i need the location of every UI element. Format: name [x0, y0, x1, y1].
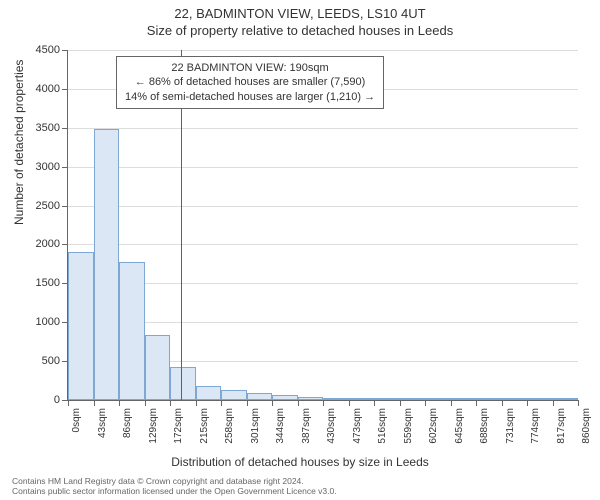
y-tick-label: 2000 — [10, 238, 60, 250]
x-tick — [476, 400, 477, 406]
annotation-box: 22 BADMINTON VIEW: 190sqm← 86% of detach… — [116, 56, 384, 109]
footer-line-2: Contains public sector information licen… — [12, 486, 337, 496]
x-tick-label: 602sqm — [428, 408, 439, 458]
x-tick — [94, 400, 95, 406]
x-tick-label: 86sqm — [122, 408, 133, 458]
histogram-bar — [196, 386, 222, 400]
x-tick-label: 645sqm — [454, 408, 465, 458]
x-tick-label: 774sqm — [530, 408, 541, 458]
x-tick-label: 688sqm — [479, 408, 490, 458]
histogram-bar — [94, 129, 120, 400]
histogram-bar — [68, 252, 94, 400]
x-tick-label: 860sqm — [581, 408, 592, 458]
y-tick-label: 4500 — [10, 44, 60, 56]
histogram-bar — [221, 390, 247, 400]
histogram-bar — [349, 398, 375, 400]
x-tick — [451, 400, 452, 406]
x-tick-label: 344sqm — [275, 408, 286, 458]
x-tick — [170, 400, 171, 406]
x-tick — [349, 400, 350, 406]
gridline-h — [68, 50, 578, 51]
main-title: 22, BADMINTON VIEW, LEEDS, LS10 4UT — [0, 0, 600, 21]
x-tick — [68, 400, 69, 406]
x-tick — [221, 400, 222, 406]
gridline-h — [68, 167, 578, 168]
x-tick-label: 731sqm — [505, 408, 516, 458]
x-tick-label: 430sqm — [326, 408, 337, 458]
x-tick — [374, 400, 375, 406]
y-tick-label: 0 — [10, 394, 60, 406]
x-tick — [196, 400, 197, 406]
histogram-bar — [553, 398, 579, 400]
gridline-h — [68, 283, 578, 284]
y-tick-label: 3500 — [10, 122, 60, 134]
histogram-bar — [527, 398, 553, 400]
x-tick — [578, 400, 579, 406]
histogram-bar — [476, 398, 502, 400]
gridline-h — [68, 128, 578, 129]
gridline-h — [68, 322, 578, 323]
x-tick — [425, 400, 426, 406]
x-tick — [247, 400, 248, 406]
histogram-bar — [170, 367, 196, 400]
y-tick-label: 500 — [10, 355, 60, 367]
x-tick-label: 473sqm — [352, 408, 363, 458]
annotation-line: ← 86% of detached houses are smaller (7,… — [125, 75, 375, 89]
histogram-bar — [323, 398, 349, 400]
histogram-bar — [451, 398, 477, 400]
y-tick-label: 3000 — [10, 161, 60, 173]
y-tick-label: 1500 — [10, 277, 60, 289]
histogram-bar — [272, 395, 298, 400]
x-tick — [553, 400, 554, 406]
histogram-bar — [425, 398, 451, 400]
x-tick — [298, 400, 299, 406]
histogram-bar — [119, 262, 145, 400]
y-tick-label: 1000 — [10, 316, 60, 328]
x-tick-label: 301sqm — [250, 408, 261, 458]
histogram-bar — [298, 397, 324, 400]
x-tick — [502, 400, 503, 406]
y-tick-label: 2500 — [10, 200, 60, 212]
histogram-bar — [400, 398, 426, 400]
x-tick-label: 129sqm — [148, 408, 159, 458]
histogram-bar — [145, 335, 171, 400]
x-tick — [323, 400, 324, 406]
x-tick — [145, 400, 146, 406]
x-tick — [400, 400, 401, 406]
x-tick-label: 0sqm — [71, 408, 82, 458]
annotation-line: 22 BADMINTON VIEW: 190sqm — [125, 61, 375, 75]
x-tick-label: 172sqm — [173, 408, 184, 458]
y-tick-label: 4000 — [10, 83, 60, 95]
gridline-h — [68, 244, 578, 245]
x-tick-label: 559sqm — [403, 408, 414, 458]
x-tick-label: 215sqm — [199, 408, 210, 458]
x-tick-label: 258sqm — [224, 408, 235, 458]
x-tick — [527, 400, 528, 406]
gridline-h — [68, 206, 578, 207]
histogram-bar — [247, 393, 273, 400]
chart-container: 22, BADMINTON VIEW, LEEDS, LS10 4UT Size… — [0, 0, 600, 500]
histogram-bar — [502, 398, 528, 400]
x-tick — [272, 400, 273, 406]
x-tick — [119, 400, 120, 406]
x-tick-label: 817sqm — [556, 408, 567, 458]
plot-area: 22 BADMINTON VIEW: 190sqm← 86% of detach… — [67, 50, 578, 401]
footer-attribution: Contains HM Land Registry data © Crown c… — [12, 476, 337, 496]
footer-line-1: Contains HM Land Registry data © Crown c… — [12, 476, 337, 486]
annotation-line: 14% of semi-detached houses are larger (… — [125, 90, 375, 104]
x-tick-label: 516sqm — [377, 408, 388, 458]
histogram-bar — [374, 398, 400, 400]
sub-title: Size of property relative to detached ho… — [0, 21, 600, 38]
x-tick-label: 387sqm — [301, 408, 312, 458]
x-tick-label: 43sqm — [97, 408, 108, 458]
